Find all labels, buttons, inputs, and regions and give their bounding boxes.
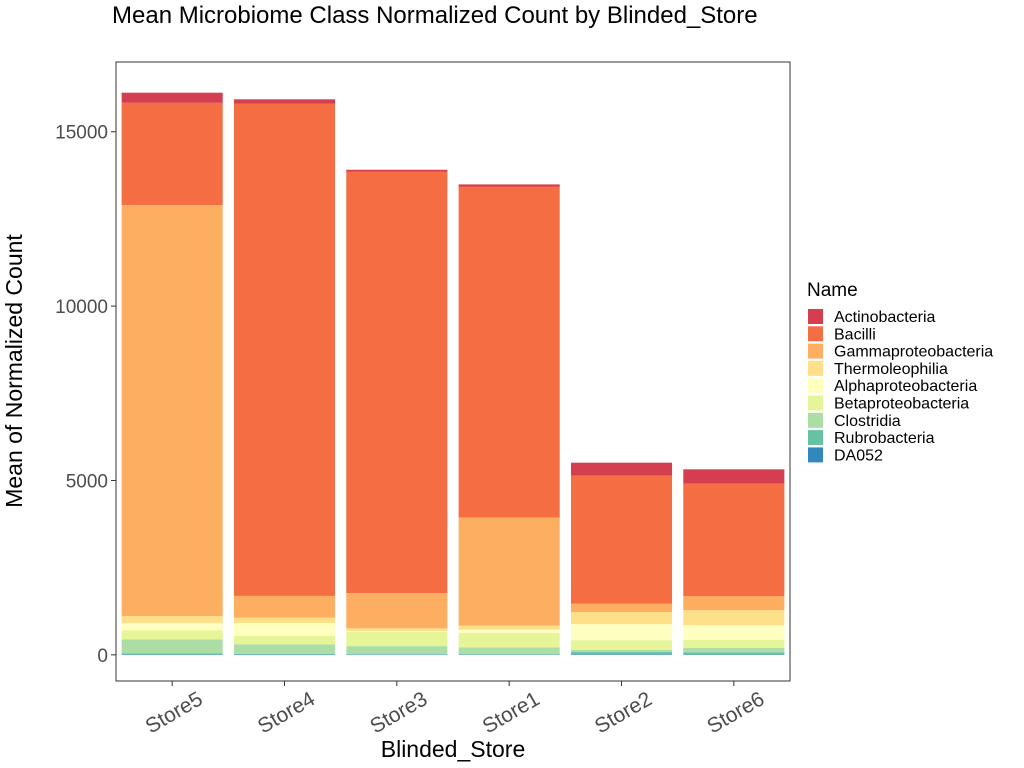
bar-segment	[346, 628, 448, 632]
bar-segment	[683, 647, 785, 653]
legend-swatch	[808, 412, 823, 428]
legend: Name ActinobacteriaBacilliGammaproteobac…	[807, 280, 993, 464]
x-axis: Store5 Store4 Store3 Store1 Store2 Store6	[142, 681, 768, 738]
bar-segment	[233, 595, 336, 618]
bar-segment	[570, 624, 673, 641]
bar-segment	[121, 639, 223, 654]
bar-segment	[570, 649, 673, 653]
bar-segment	[458, 632, 560, 648]
legend-swatch	[808, 360, 823, 376]
bar-segment	[683, 625, 785, 640]
legend-title: Name	[807, 280, 858, 301]
bar-segment	[233, 617, 336, 624]
legend-label: Actinobacteria	[834, 309, 935, 326]
y-axis-title: Mean of Normalized Count	[1, 234, 27, 508]
legend-label: Betaproteobacteria	[834, 396, 969, 413]
bar-segment	[683, 639, 785, 648]
bar-segment	[121, 102, 223, 205]
bar-segment	[233, 653, 336, 655]
x-axis-title: Blinded_Store	[381, 736, 526, 762]
bar-segment	[346, 631, 448, 647]
legend-label: Clostridia	[834, 413, 901, 430]
legend-swatch	[808, 430, 823, 446]
legend-swatch	[808, 343, 823, 359]
bar-segment	[570, 462, 673, 476]
bar-segment	[683, 483, 785, 597]
bar-segment	[346, 593, 448, 629]
bar-segment	[458, 186, 560, 518]
bar-segment	[121, 653, 223, 655]
bar-segment	[683, 469, 785, 484]
legend-label: Bacilli	[834, 326, 876, 343]
bar-segment	[346, 631, 448, 632]
bar-segment	[233, 623, 336, 637]
bar-segment	[570, 611, 673, 625]
x-tick-label: Store3	[366, 687, 431, 738]
legend-label: Thermoleophilia	[834, 361, 948, 378]
bar-segment	[121, 623, 223, 631]
bar-segment	[570, 640, 673, 650]
chart-title: Mean Microbiome Class Normalized Count b…	[112, 2, 758, 29]
bar-segment	[121, 204, 223, 617]
y-tick-label: 5000	[66, 471, 108, 492]
bar-segment	[458, 625, 560, 630]
legend-swatch	[808, 378, 823, 394]
bar-segment	[458, 629, 560, 633]
bar-segment	[233, 99, 336, 104]
bar-segment	[683, 610, 785, 626]
x-tick-label: Store5	[142, 687, 207, 738]
x-tick-label: Store2	[591, 687, 656, 738]
bar-segment	[570, 652, 673, 655]
legend-swatch	[808, 447, 823, 463]
bar-segment	[233, 636, 336, 645]
y-tick-label: 15000	[55, 123, 108, 144]
bar-segment	[570, 654, 673, 655]
bar-segment	[458, 517, 560, 626]
legend-label: Rubrobacteria	[834, 430, 935, 447]
bar-segment	[121, 630, 223, 640]
bars-layer	[121, 92, 785, 655]
bar-segment	[346, 646, 448, 655]
y-tick-label: 10000	[55, 297, 108, 318]
bar-segment	[683, 596, 785, 611]
bar-segment	[458, 184, 560, 187]
bar-segment	[570, 603, 673, 612]
bar-segment	[458, 647, 560, 655]
legend-swatch	[808, 395, 823, 411]
bar-segment	[570, 475, 673, 604]
x-tick-label: Store1	[479, 687, 544, 738]
plot-panel	[115, 61, 791, 682]
y-axis: 0 5000 10000 15000	[55, 123, 116, 667]
bar-segment	[121, 616, 223, 624]
bar-segment	[121, 92, 223, 103]
legend-swatch	[808, 326, 823, 342]
bar-segment	[683, 652, 785, 655]
x-tick-label: Store6	[703, 687, 768, 738]
y-tick-label: 0	[97, 646, 108, 667]
legend-swatch	[808, 309, 823, 324]
bar-segment	[233, 644, 336, 654]
legend-label: Gammaproteobacteria	[834, 344, 993, 361]
bar-segment	[233, 103, 336, 596]
bar-segment	[346, 171, 448, 594]
x-tick-label: Store4	[254, 687, 319, 738]
bar-segment	[346, 169, 448, 172]
legend-label: Alphaproteobacteria	[834, 378, 977, 395]
legend-label: DA052	[834, 447, 883, 464]
